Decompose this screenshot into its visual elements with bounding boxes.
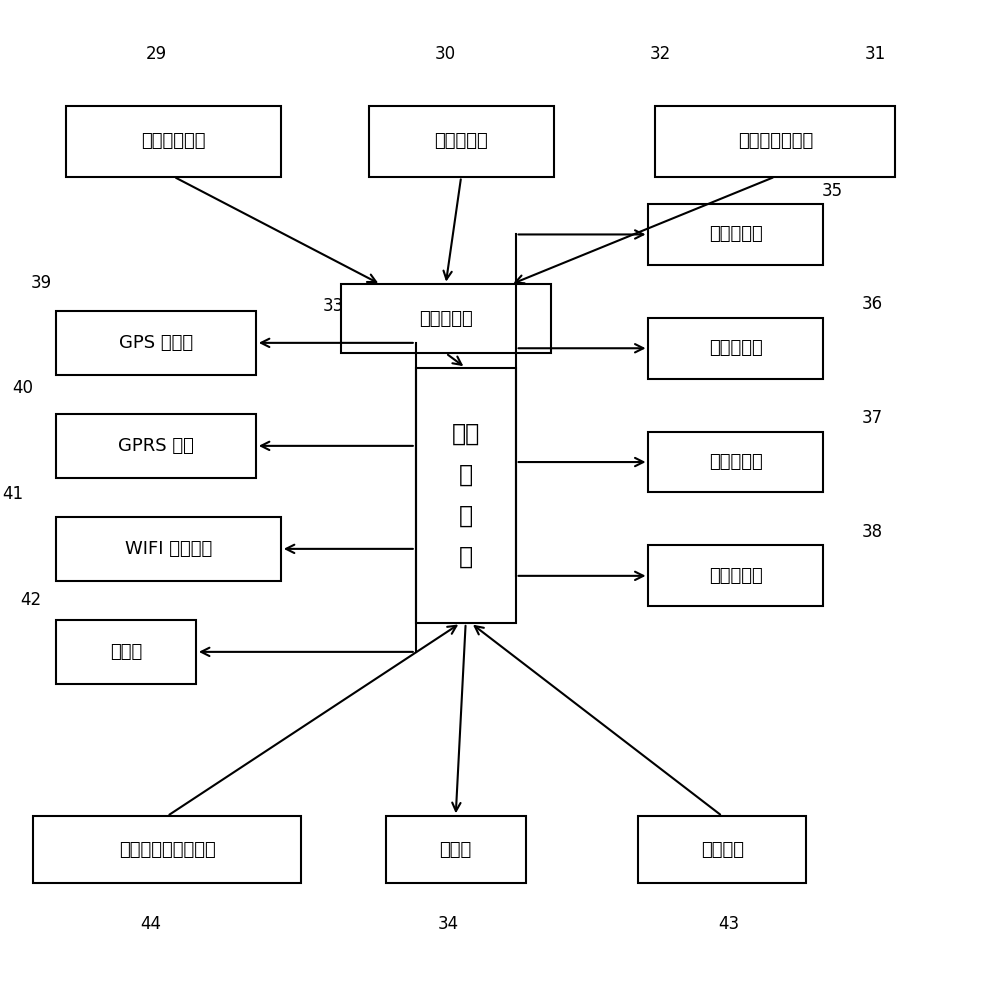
Text: 第二电磁阀: 第二电磁阀	[709, 339, 763, 357]
Text: 第一电磁阀: 第一电磁阀	[709, 226, 763, 243]
Bar	[648, 432, 823, 492]
Text: 角度传感器: 角度传感器	[434, 132, 488, 150]
Bar	[56, 414, 256, 478]
Text: 32: 32	[650, 45, 671, 63]
Text: 第三电磁阀: 第三电磁阀	[709, 453, 763, 471]
Text: 33: 33	[322, 297, 343, 315]
Text: 振动泵: 振动泵	[440, 841, 472, 858]
Text: 39: 39	[31, 274, 52, 291]
Text: 31: 31	[865, 45, 886, 63]
Bar	[655, 106, 895, 177]
Bar	[66, 106, 281, 177]
Bar	[638, 816, 806, 883]
Bar	[56, 311, 256, 375]
Text: 41: 41	[3, 486, 24, 503]
Text: 压实频率预设电位器: 压实频率预设电位器	[119, 841, 215, 858]
Text: 44: 44	[141, 915, 162, 933]
Bar	[648, 204, 823, 265]
Text: WIFI 网络模块: WIFI 网络模块	[125, 540, 212, 558]
Text: 打印机: 打印机	[110, 643, 142, 661]
Text: 加速度传感器: 加速度传感器	[141, 132, 206, 150]
Text: 第四电磁阀: 第四电磁阀	[709, 567, 763, 585]
Text: 34: 34	[438, 915, 459, 933]
Text: GPS 接收器: GPS 接收器	[119, 334, 193, 352]
Bar	[648, 318, 823, 379]
Text: 42: 42	[21, 592, 42, 609]
Bar	[33, 816, 301, 883]
Text: 30: 30	[435, 45, 456, 63]
Bar	[386, 816, 526, 883]
Text: 36: 36	[862, 295, 883, 313]
Text: 中央
控
制
器: 中央 控 制 器	[452, 422, 480, 569]
Bar	[56, 620, 196, 684]
Bar	[648, 545, 823, 606]
Text: 37: 37	[862, 409, 883, 427]
Text: 38: 38	[862, 523, 883, 541]
Bar	[341, 284, 551, 353]
Bar	[416, 368, 516, 623]
Bar	[56, 517, 281, 581]
Text: 切换开关: 切换开关	[701, 841, 744, 858]
Text: 35: 35	[822, 182, 843, 200]
Text: 40: 40	[13, 380, 34, 397]
Text: GPRS 模块: GPRS 模块	[118, 437, 194, 455]
Bar	[369, 106, 554, 177]
Text: 29: 29	[146, 45, 167, 63]
Text: 数据处理器: 数据处理器	[419, 310, 473, 328]
Text: 振动频率传感器: 振动频率传感器	[738, 132, 813, 150]
Text: 43: 43	[718, 915, 739, 933]
